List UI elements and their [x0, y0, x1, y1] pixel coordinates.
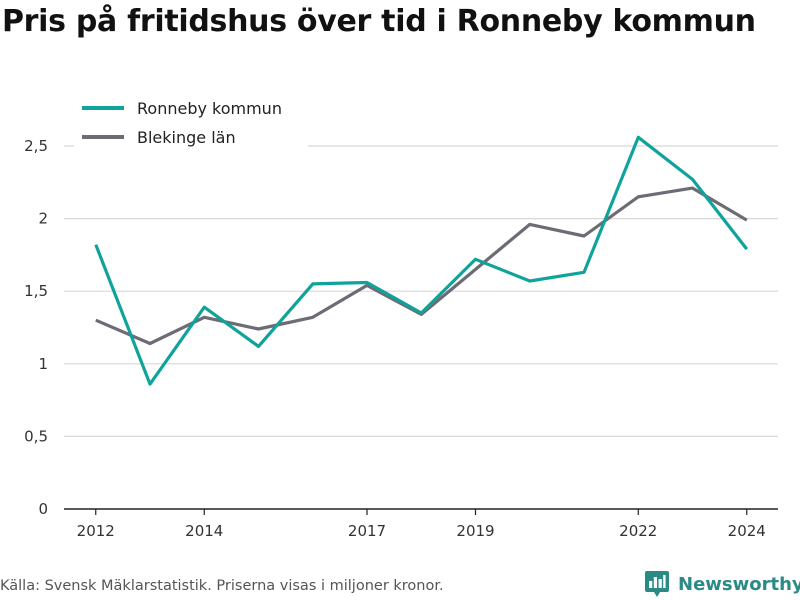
- x-tick-label: 2012: [77, 522, 115, 540]
- x-tick-label: 2014: [185, 522, 223, 540]
- y-tick-label: 0,5: [24, 427, 48, 445]
- series-lines: [94, 135, 749, 386]
- y-tick-label: 2: [38, 210, 48, 228]
- legend-background: [74, 92, 308, 154]
- x-tick-label: 2022: [619, 522, 657, 540]
- legend: Ronneby kommun Blekinge län: [74, 92, 308, 154]
- x-tick-label: 2019: [456, 522, 494, 540]
- x-tick-label: 2024: [728, 522, 766, 540]
- x-tick-label: 2017: [348, 522, 386, 540]
- y-tick-label: 1,5: [24, 282, 48, 300]
- grid-lines: [64, 145, 778, 437]
- y-tick-label: 1: [38, 355, 48, 373]
- brand: Newsworthy: [644, 570, 800, 598]
- source-note: Källa: Svensk Mäklarstatistik. Priserna …: [0, 578, 444, 594]
- y-tick-label: 2,5: [24, 137, 48, 155]
- series-line-ronneby: [94, 135, 749, 386]
- legend-label: Blekinge län: [137, 128, 236, 147]
- newsworthy-logo-icon: [645, 571, 669, 597]
- brand-name: Newsworthy: [678, 573, 800, 595]
- y-tick-label: 0: [38, 500, 48, 518]
- legend-label: Ronneby kommun: [137, 99, 282, 118]
- chart-title: Pris på fritidshus över tid i Ronneby ko…: [2, 4, 756, 39]
- axes: 0 0,5 1 1,5 2 2,5 2012 2014 2017 2019 2022 2024: [24, 137, 778, 540]
